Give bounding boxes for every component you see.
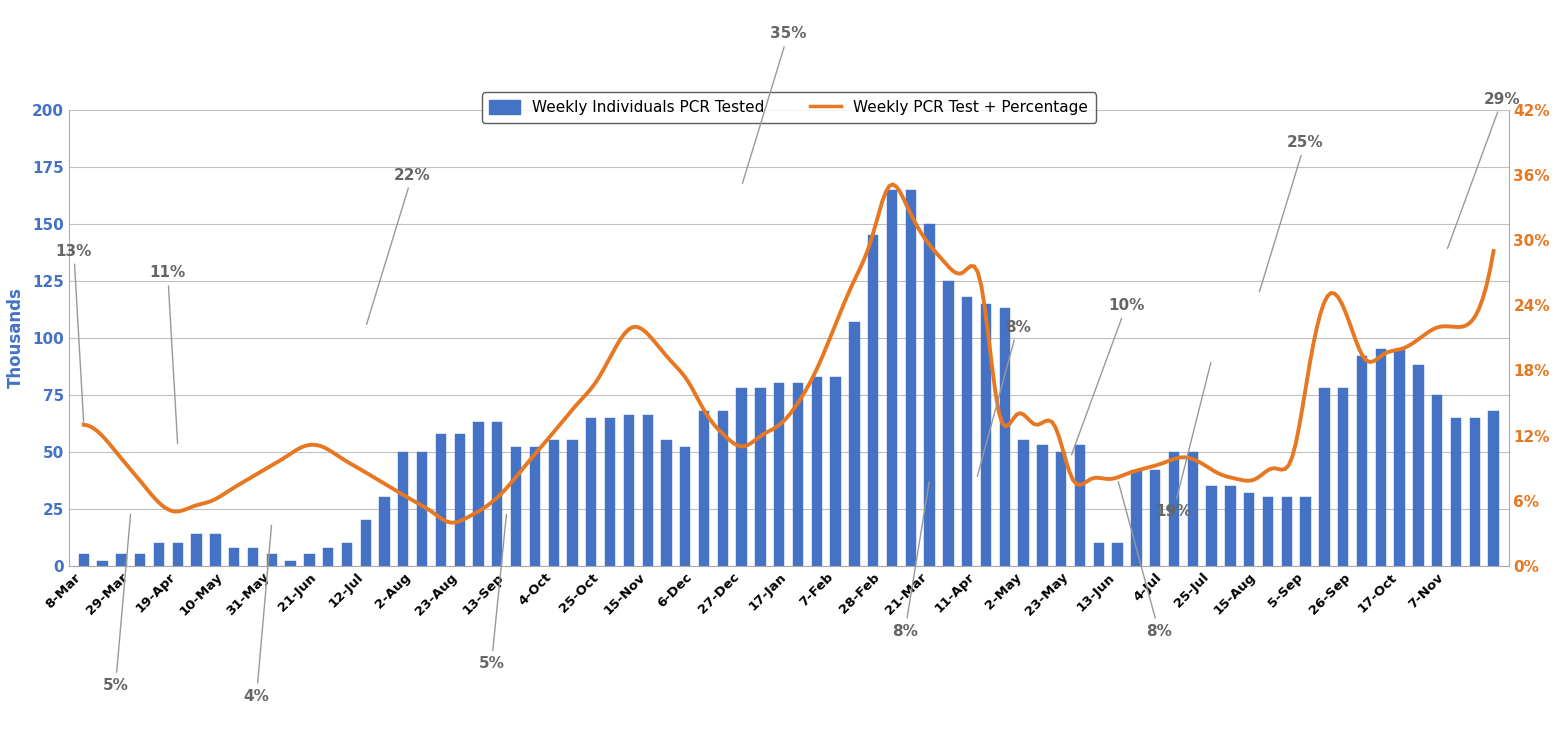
Bar [473,423,484,566]
Bar [1000,308,1010,566]
Bar [1207,486,1216,566]
Bar [1151,470,1160,566]
Bar [1432,395,1442,566]
Text: 11%: 11% [149,266,185,443]
Bar [718,411,729,566]
Text: 29%: 29% [1448,92,1521,248]
Bar [567,440,578,566]
Bar [1395,349,1404,566]
Bar [887,190,897,566]
Bar [981,304,992,566]
Bar [1112,543,1123,566]
Bar [322,548,333,566]
Bar [304,554,315,566]
Text: 5%: 5% [103,514,131,693]
Text: 4%: 4% [243,525,271,704]
Bar [1169,452,1179,566]
Bar [1488,411,1499,566]
Bar [869,235,878,566]
Text: 22%: 22% [366,167,431,324]
Bar [811,376,822,566]
Bar [361,520,371,566]
Text: 8%: 8% [892,482,930,638]
Bar [755,388,766,566]
Text: 35%: 35% [743,27,807,183]
Y-axis label: Thousands: Thousands [6,287,25,388]
Bar [229,548,240,566]
Bar [830,376,841,566]
Bar [585,417,596,566]
Bar [455,434,466,566]
Bar [1037,445,1048,566]
Bar [906,190,916,566]
Bar [248,548,258,566]
Bar [774,383,785,566]
Text: 8%: 8% [978,319,1031,476]
Bar [662,440,671,566]
Bar [736,388,747,566]
Bar [1337,388,1348,566]
Text: 5%: 5% [478,514,506,671]
Bar [1300,498,1311,566]
Bar [1319,388,1330,566]
Bar [173,543,182,566]
Bar [680,447,690,566]
Bar [1188,452,1197,566]
Bar [1074,445,1085,566]
Bar [1356,356,1367,566]
Bar [417,452,427,566]
Bar [1451,417,1460,566]
Bar [399,452,408,566]
Bar [511,447,522,566]
Legend: Weekly Individuals PCR Tested, Weekly PCR Test + Percentage: Weekly Individuals PCR Tested, Weekly PC… [481,92,1096,123]
Text: 19%: 19% [1155,362,1211,519]
Bar [380,498,389,566]
Bar [548,440,559,566]
Bar [117,554,126,566]
Bar [135,554,145,566]
Bar [436,434,447,566]
Bar [343,543,352,566]
Bar [1470,417,1479,566]
Bar [793,383,803,566]
Bar [962,297,973,566]
Bar [1225,486,1236,566]
Bar [78,554,89,566]
Bar [643,415,652,566]
Bar [1132,470,1141,566]
Bar [266,554,277,566]
Bar [192,534,202,566]
Bar [1263,498,1274,566]
Text: 13%: 13% [56,243,92,422]
Bar [849,322,859,566]
Bar [925,224,934,566]
Text: 8%: 8% [1118,481,1172,638]
Bar [529,447,540,566]
Bar [285,561,296,566]
Bar [1244,493,1255,566]
Bar [606,417,615,566]
Text: 10%: 10% [1071,298,1144,455]
Bar [944,281,953,566]
Bar [1414,365,1423,566]
Bar [1056,452,1067,566]
Bar [154,543,163,566]
Bar [1375,349,1386,566]
Bar [1018,440,1029,566]
Bar [624,415,634,566]
Bar [1093,543,1104,566]
Bar [492,423,503,566]
Bar [1281,498,1292,566]
Bar [98,561,107,566]
Bar [210,534,221,566]
Text: 25%: 25% [1260,135,1323,292]
Bar [699,411,710,566]
